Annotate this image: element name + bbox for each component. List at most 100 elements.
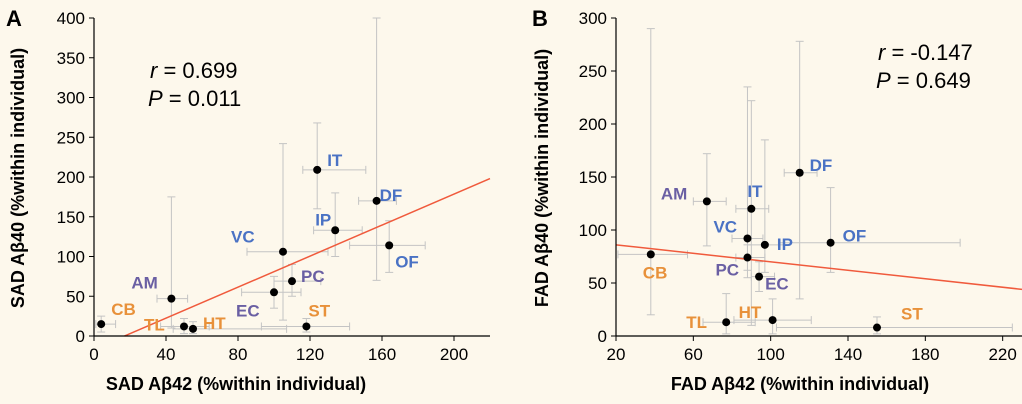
panel-b-point-label-tl: TL	[686, 313, 707, 332]
panel-a-point-tl	[180, 322, 188, 331]
panel-b-point-label-it: IT	[747, 182, 763, 201]
panel-a-fit-line	[124, 177, 491, 337]
panel-b-point-label-st: ST	[901, 305, 923, 324]
panel-b-point-label-ec: EC	[765, 275, 789, 294]
panel-b-point-cb	[646, 250, 655, 259]
panel-a-point-label-pc: PC	[301, 267, 325, 286]
panel-b-y-tick-label-200: 200	[579, 115, 607, 134]
panel-b-letter: B	[532, 6, 548, 31]
panel-b-point-label-cb: CB	[643, 263, 668, 282]
panel-b-y-tick-label-150: 150	[579, 168, 607, 187]
panel-a-x-axis-title: SAD Aβ42 (%within individual)	[106, 374, 366, 394]
panel-b-point-vc	[743, 234, 752, 243]
panel-b-point-label-df: DF	[810, 156, 833, 175]
panel-a-r-value: = 0.699	[157, 58, 237, 83]
panel-b-point-label-am: AM	[661, 184, 687, 203]
panel-b-y-axis-title: FAD Aβ40 (%within individual)	[532, 49, 552, 307]
panel-b-point-label-of: OF	[843, 227, 867, 246]
panel-b-x-tick-label-60: 60	[684, 345, 703, 364]
panel-b-point-df	[795, 168, 804, 177]
panel-b-point-ec	[755, 272, 764, 281]
panel-a-x-tick-label-40: 40	[157, 345, 176, 364]
panel-a-point-ht	[189, 324, 197, 333]
panel-a-r-symbol: r	[150, 58, 159, 83]
panel-a-point-label-vc: VC	[231, 228, 255, 247]
panel-b-y-tick-label-100: 100	[579, 221, 607, 240]
panel-b-p-value: = 0.649	[891, 68, 971, 93]
panel-a-y-tick-label-200: 200	[57, 168, 85, 187]
panel-a-point-of	[385, 241, 394, 250]
panel-a-point-label-ip: IP	[315, 210, 331, 229]
panel-a-point-am	[167, 294, 176, 303]
panel-a-y-tick-label-400: 400	[57, 9, 85, 28]
panel-a-point-label-of: OF	[395, 252, 419, 271]
panel-b-point-tl	[722, 318, 731, 327]
panel-b-p-stat: P = 0.649	[876, 68, 971, 93]
panel-a-r-stat: r = 0.699	[150, 58, 237, 83]
panel-b-fit-line	[615, 244, 1022, 291]
panel-b-x-tick-label-20: 20	[607, 345, 626, 364]
panel-b-point-pc	[743, 253, 752, 262]
panel-a-x-tick-label-200: 200	[440, 345, 468, 364]
panel-b-y-tick-label-50: 50	[588, 274, 607, 293]
panel-b-point-it	[747, 204, 756, 213]
panel-a-letter: A	[6, 6, 22, 31]
panel-b-x-tick-label-180: 180	[911, 345, 939, 364]
panel-a-point-label-ht: HT	[203, 314, 226, 333]
panel-b-r-value: = -0.147	[885, 40, 972, 65]
panel-a-point-label-ec: EC	[236, 301, 260, 320]
panel-a-y-tick-label-50: 50	[66, 287, 85, 306]
panel-b-point-label-ip: IP	[777, 235, 793, 254]
panel-a-point-cb	[97, 320, 106, 329]
panel-a-point-label-df: DF	[380, 186, 403, 205]
panel-a-y-axis-title: SAD Aβ40 (%within individual)	[8, 48, 28, 308]
panel-a-p-symbol: P	[148, 86, 163, 111]
panel-b-x-tick-label-100: 100	[756, 345, 784, 364]
panel-a-point-it	[313, 165, 322, 174]
panel-b-r-symbol: r	[878, 40, 887, 65]
panel-b-point-st	[873, 323, 881, 332]
panel-a-y-tick-label-0: 0	[76, 327, 85, 346]
panel-a-point-df	[372, 196, 381, 205]
panel-a-point-ip	[331, 226, 340, 235]
panel-b-r-stat: r = -0.147	[878, 40, 973, 65]
panel-a-y-tick-label-350: 350	[57, 49, 85, 68]
panel-a-x-tick-label-0: 0	[89, 345, 98, 364]
panel-a-point-label-it: IT	[327, 151, 343, 170]
panel-a-point-label-tl: TL	[144, 315, 165, 334]
panel-b-point-label-vc: VC	[713, 217, 737, 236]
panel-b-y-tick-label-250: 250	[579, 62, 607, 81]
panel-b-point-label-ht: HT	[739, 303, 762, 322]
panel-a: A SAD Aβ40 (%within individual) SAD Aβ42…	[6, 6, 491, 394]
panel-b-y-tick-label-300: 300	[579, 9, 607, 28]
panel-b: B FAD Aβ40 (%within individual) FAD Aβ42…	[532, 6, 1022, 394]
panel-b-point-ip	[760, 240, 769, 249]
panel-a-point-label-cb: CB	[111, 300, 136, 319]
panel-a-point-label-am: AM	[131, 274, 157, 293]
panel-a-y-tick-label-250: 250	[57, 128, 85, 147]
panel-a-point-ec	[270, 288, 278, 297]
panel-a-x-tick-label-120: 120	[296, 345, 324, 364]
panel-b-x-axis-title: FAD Aβ42 (%within individual)	[671, 374, 929, 394]
panel-a-p-stat: P = 0.011	[148, 86, 241, 111]
panel-a-x-tick-label-160: 160	[368, 345, 396, 364]
panel-a-point-st	[302, 322, 311, 331]
panel-a-point-pc	[288, 277, 296, 286]
panel-b-point-ht	[768, 316, 777, 325]
panel-b-p-symbol: P	[876, 68, 891, 93]
panel-a-p-value: = 0.011	[163, 86, 242, 111]
panel-b-point-label-pc: PC	[715, 261, 739, 280]
panel-b-x-tick-label-220: 220	[988, 345, 1016, 364]
panel-a-point-label-st: ST	[308, 301, 330, 320]
panel-b-x-tick-label-140: 140	[834, 345, 862, 364]
panel-b-point-of	[826, 238, 835, 247]
panel-a-x-tick-label-80: 80	[229, 345, 248, 364]
panel-a-y-tick-label-150: 150	[57, 208, 85, 227]
panel-a-y-tick-label-100: 100	[57, 248, 85, 267]
panel-a-point-vc	[279, 247, 287, 256]
panel-b-y-tick-label-0: 0	[598, 327, 607, 346]
panel-a-y-tick-label-300: 300	[57, 89, 85, 108]
panel-b-point-am	[702, 197, 711, 206]
